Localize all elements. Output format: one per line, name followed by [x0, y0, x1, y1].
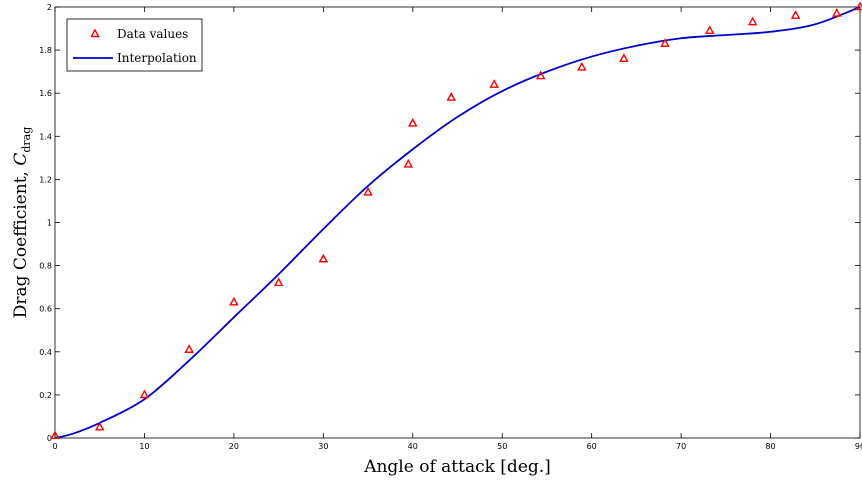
legend-label: Interpolation	[117, 51, 197, 65]
x-tick-label: 90	[855, 442, 862, 451]
data-point	[94, 421, 105, 431]
legend-label: Data values	[117, 27, 188, 41]
y-axis-title-symbol: C	[11, 153, 31, 166]
data-point	[660, 38, 670, 47]
y-axis-title: Drag Coefficient, Cdrag	[11, 127, 33, 319]
y-tick-label: 1	[47, 219, 52, 228]
plot-frame	[54, 6, 861, 439]
plot-area	[54, 6, 861, 439]
data-point	[704, 25, 715, 35]
y-tick-label: 0.6	[39, 305, 52, 314]
x-tick-label: 10	[139, 442, 149, 451]
data-point	[318, 253, 329, 263]
x-tick-label: 40	[408, 442, 418, 451]
data-point	[273, 277, 284, 287]
data-point	[446, 92, 457, 101]
data-point	[363, 186, 373, 196]
data-point	[184, 344, 194, 353]
y-axis-title-subscript: drag	[20, 127, 33, 153]
y-tick-label: 0.2	[39, 391, 52, 400]
y-tick-label: 0.4	[39, 348, 52, 357]
y-tick-label: 1.8	[39, 46, 52, 55]
y-axis-title-main: Drag Coefficient,	[11, 166, 31, 319]
x-tick-label: 50	[497, 442, 507, 451]
x-tick-label: 60	[587, 442, 597, 451]
legend-marker-data-values	[90, 28, 100, 38]
series-layer	[50, 1, 862, 440]
ticks: 0 10 20 30 40 50 60 70 80 90 0 0.2 0.4 0.6 0.8 1 1.2 1.4 1…	[39, 3, 862, 451]
y-tick-label: 2	[47, 3, 52, 12]
y-tick-label: 1.4	[39, 132, 52, 141]
y-tick-label: 1.6	[39, 89, 52, 98]
x-tick-label: 0	[52, 442, 57, 451]
data-point	[747, 16, 758, 26]
x-axis-title: Angle of attack [deg.]	[363, 457, 551, 477]
data-point	[619, 53, 629, 63]
data-point	[831, 8, 842, 17]
x-tick-label: 80	[765, 442, 775, 451]
data-point	[403, 158, 414, 168]
data-point	[790, 10, 801, 19]
data-point	[139, 389, 150, 399]
x-tick-label: 20	[229, 442, 239, 451]
legend-box	[66, 18, 203, 72]
data-point	[535, 70, 546, 80]
data-point	[50, 430, 60, 440]
data-point	[407, 117, 418, 127]
x-tick-label: 30	[318, 442, 328, 451]
legend: Data values Interpolation	[66, 18, 203, 72]
data-point	[229, 296, 239, 306]
y-tick-label: 0	[47, 434, 52, 443]
data-point	[489, 79, 499, 88]
y-tick-label: 0.8	[39, 262, 52, 271]
data-point	[577, 61, 587, 71]
x-tick-label: 70	[676, 442, 686, 451]
y-tick-label: 1.2	[39, 175, 52, 184]
